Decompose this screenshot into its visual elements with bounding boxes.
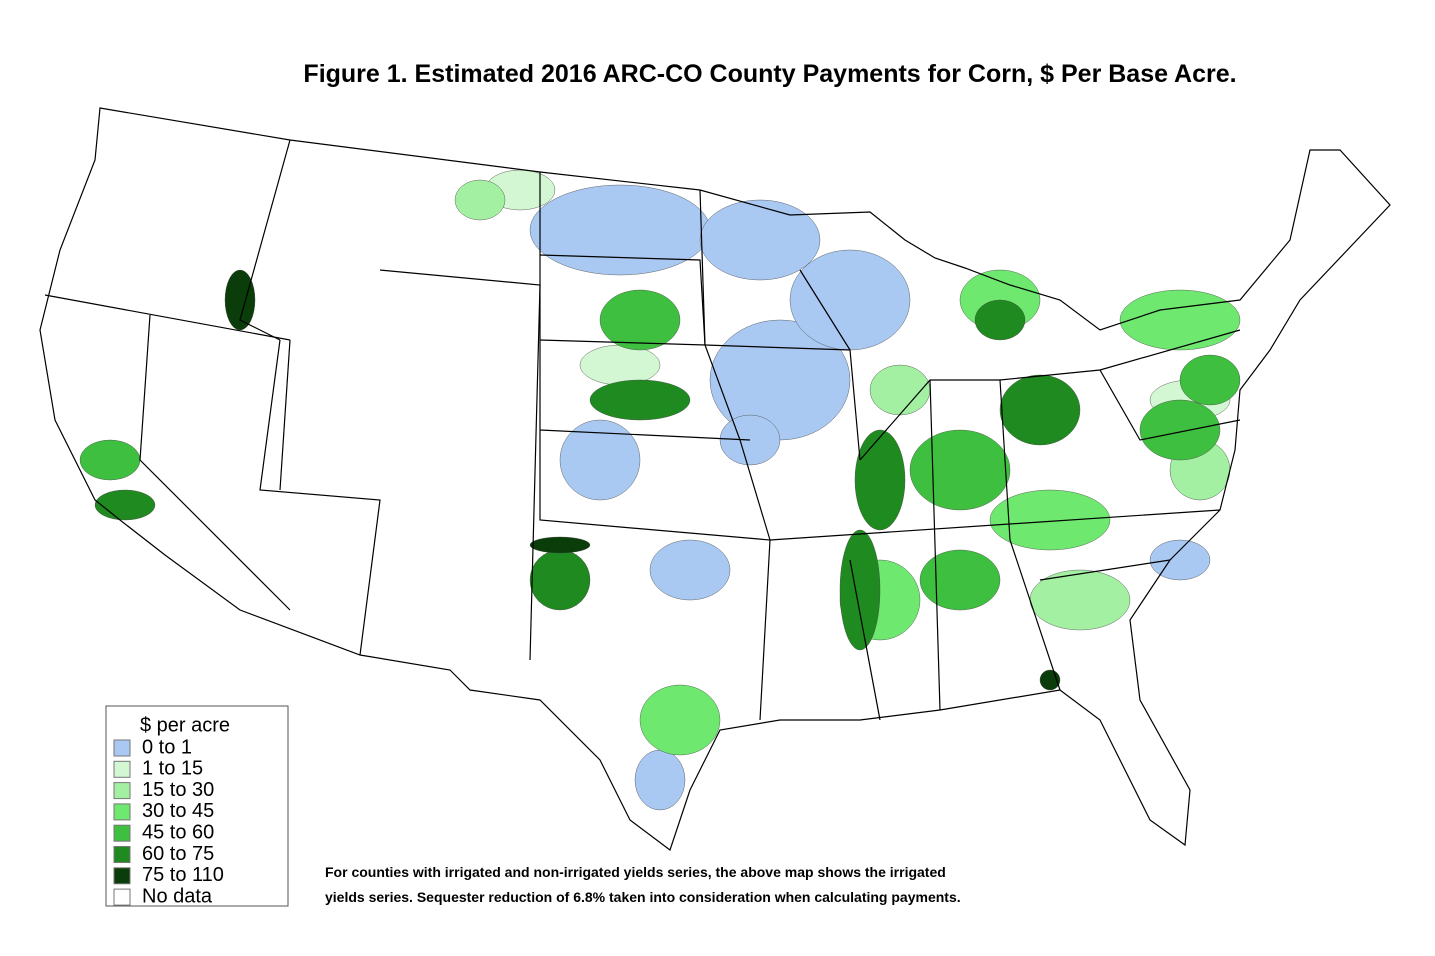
- county-cluster: [1179, 354, 1241, 406]
- legend-box: [105, 705, 289, 907]
- county-cluster: [999, 374, 1081, 446]
- county-cluster: [789, 249, 911, 351]
- legend-swatch: [113, 888, 131, 906]
- county-cluster: [559, 419, 641, 501]
- county-cluster: [599, 289, 681, 351]
- county-cluster: [854, 429, 906, 531]
- county-cluster: [974, 299, 1026, 341]
- county-cluster: [639, 684, 721, 756]
- county-cluster: [1139, 399, 1221, 461]
- legend-label: 60 to 75: [142, 843, 214, 865]
- county-cluster: [529, 184, 711, 276]
- county-cluster: [1119, 289, 1241, 351]
- county-cluster: [649, 539, 731, 601]
- legend-label: 45 to 60: [142, 821, 214, 843]
- county-cluster: [94, 489, 156, 521]
- legend-label: 1 to 15: [142, 758, 203, 780]
- legend-label: 75 to 110: [142, 864, 224, 886]
- county-cluster: [529, 549, 591, 611]
- county-cluster: [919, 549, 1001, 611]
- legend-swatch: [113, 760, 131, 778]
- legend-swatch: [113, 867, 131, 885]
- state-borders: [44, 139, 1241, 721]
- legend-title: $ per acre: [140, 714, 230, 736]
- legend-label: 0 to 1: [142, 736, 192, 758]
- county-cluster: [224, 269, 256, 331]
- county-cluster: [839, 529, 881, 651]
- footnote-line: For counties with irrigated and non-irri…: [325, 864, 946, 880]
- legend-swatch: [113, 739, 131, 757]
- figure-title: Figure 1. Estimated 2016 ARC-CO County P…: [303, 60, 1236, 88]
- county-cluster: [699, 199, 821, 281]
- county-cluster: [589, 379, 691, 421]
- legend-label: 15 to 30: [142, 779, 214, 801]
- footnote-line: yields series. Sequester reduction of 6.…: [325, 889, 961, 905]
- county-cluster: [989, 489, 1111, 551]
- county-cluster: [909, 429, 1011, 511]
- county-cluster: [529, 536, 591, 554]
- legend-swatch: [113, 782, 131, 800]
- legend-swatch: [113, 824, 131, 842]
- county-cluster: [634, 749, 686, 811]
- us-outline: [39, 107, 1391, 851]
- county-cluster: [454, 179, 506, 221]
- legend-swatch: [113, 846, 131, 863]
- legend-label: 30 to 45: [142, 800, 214, 822]
- county-cluster: [579, 344, 661, 386]
- legend-swatch: [113, 803, 131, 821]
- county-cluster: [79, 439, 141, 481]
- county-cluster: [1149, 539, 1211, 581]
- legend-label: No data: [142, 885, 213, 907]
